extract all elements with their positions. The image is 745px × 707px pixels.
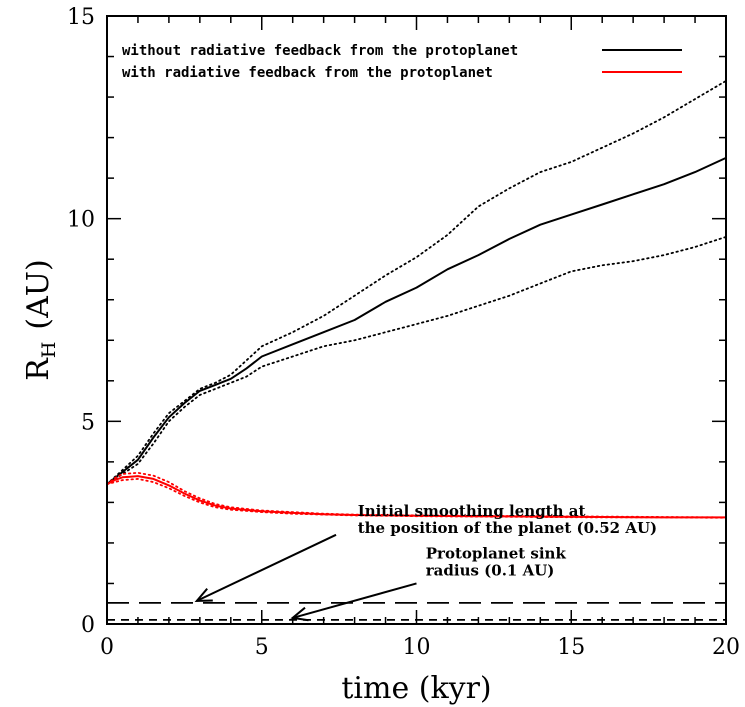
y-axis-title: RH (AU) [21, 259, 60, 381]
series-line-0 [106, 156, 727, 485]
annotations-layer: Initial smoothing length at the position… [194, 502, 657, 622]
annotation-smoothing-length-line-2: the position of the planet (0.52 AU) [358, 519, 657, 537]
series-layer [106, 80, 727, 621]
tick-labels-layer: 0 5 10 15 20 0 5 10 15 [67, 5, 740, 660]
x-tick-label: 15 [557, 635, 585, 660]
annotation-smoothing-length-line-1: Initial smoothing length at [358, 502, 586, 520]
y-tick-label: 5 [81, 410, 95, 435]
annotation-sink-radius-line-2: radius (0.1 AU) [426, 561, 555, 579]
legend: without radiative feedback from the prot… [122, 43, 682, 81]
y-tick-label: 0 [81, 613, 95, 638]
y-tick-label: 10 [67, 208, 95, 233]
y-tick-label: 15 [67, 5, 95, 30]
plot-frame [106, 15, 727, 625]
series-line-2 [106, 236, 727, 486]
series-line-4 [106, 471, 727, 519]
x-tick-label: 5 [255, 635, 269, 660]
annotation-sink-radius-arrow [292, 582, 417, 619]
x-axis-title: time (kyr) [341, 671, 491, 706]
legend-label-with-feedback: with radiative feedback from the protopl… [122, 65, 493, 81]
x-tick-label: 10 [403, 635, 431, 660]
annotation-sink-radius-line-1: Protoplanet sink [426, 544, 567, 562]
legend-label-without-feedback: without radiative feedback from the prot… [122, 43, 518, 59]
x-tick-label: 20 [712, 635, 740, 660]
series-line-5 [106, 478, 727, 519]
y-axis-title-subscript: H [38, 342, 60, 359]
series-line-1 [106, 80, 727, 486]
annotation-smoothing-length-arrow [196, 533, 337, 602]
y-axis-title-main: R [21, 357, 56, 381]
annotation-smoothing-length-arrowhead [194, 588, 213, 602]
x-tick-label: 0 [100, 635, 114, 660]
y-axis-title-unit: (AU) [21, 259, 56, 329]
annotation-sink-radius-arrowhead [290, 606, 309, 622]
